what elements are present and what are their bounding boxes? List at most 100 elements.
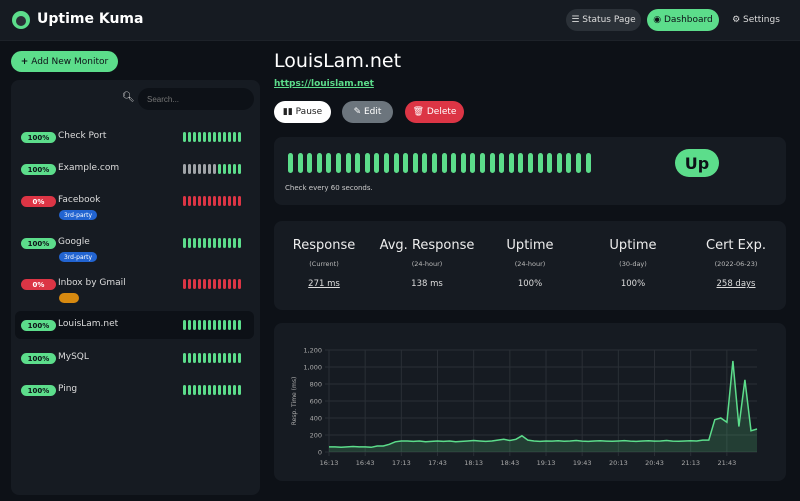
stat-title: Uptime (506, 238, 554, 253)
x-tick-label: 20:13 (609, 459, 628, 467)
uptime-badge: 100% (21, 385, 56, 396)
monitor-row[interactable]: 0% Inbox by Gmail (15, 270, 254, 312)
button-label: Edit (363, 107, 382, 117)
heartbeat-bar (238, 164, 241, 174)
stat-period: (2022-06-23) (714, 260, 758, 268)
x-tick-label: 21:13 (681, 459, 700, 467)
heartbeat-bar (233, 196, 236, 206)
stat-title: Response (292, 238, 356, 253)
monitor-list: 🔍︎ 100%Check Port100%Example.com0%Facebo… (11, 80, 260, 495)
heartbeat-bar (238, 196, 241, 206)
heartbeat-bar (451, 153, 457, 173)
heartbeat-bar (183, 353, 186, 363)
nav-settings[interactable]: ⚙ Settings (732, 15, 780, 25)
heartbeat-bar (238, 385, 241, 395)
heartbeat-bar (183, 320, 186, 330)
monitor-row[interactable]: 100% Check Port (15, 123, 254, 151)
y-tick-label: 1,000 (303, 364, 322, 372)
tag: 3rd-party (59, 252, 98, 262)
stats-card: Response (Current) 271 ms Avg. Response (24-… (274, 221, 786, 310)
heartbeat-bar (183, 385, 186, 395)
nav-status-page[interactable]: ☰ Status Page (566, 9, 641, 31)
y-axis-label: Resp. Time (ms) (291, 377, 298, 426)
heartbeat-bar (213, 132, 216, 142)
heartbeat-bar (238, 353, 241, 363)
heartbeat-card: Up Check every 60 seconds. (274, 137, 786, 205)
x-tick-label: 18:43 (500, 459, 519, 467)
heartbeat-bar (188, 320, 191, 330)
heartbeat-bar (198, 132, 201, 142)
heartbeat-bar (223, 353, 226, 363)
heartbeat-bar (297, 153, 303, 173)
heartbeat-bar (223, 132, 226, 142)
heartbeat-bar (218, 279, 221, 289)
heartbeat-bar (208, 279, 211, 289)
stat-period: (24-hour) (411, 260, 443, 268)
nav-label: Settings (743, 15, 780, 25)
monitor-row[interactable]: 100% Example.com (15, 155, 254, 183)
y-tick-label: 1,200 (303, 347, 322, 355)
heartbeat-bar (233, 353, 236, 363)
heartbeat-bar (480, 153, 485, 173)
heartbeat-bar (585, 153, 591, 173)
uptime-badge: 100% (21, 164, 56, 175)
heartbeat-bar (188, 279, 191, 289)
heartbeat-bar (208, 353, 211, 363)
heartbeat-bar (213, 320, 216, 330)
monitor-row[interactable]: 100% LouisLam.net (15, 311, 254, 339)
nav-dashboard[interactable]: ◉ Dashboard (647, 9, 719, 31)
y-tick-label: 200 (310, 432, 322, 440)
add-monitor-button[interactable]: + Add New Monitor (11, 51, 118, 72)
monitor-row[interactable]: 100% Ping (15, 376, 254, 404)
monitor-name: Example.com (58, 163, 120, 173)
heartbeat-bar (364, 153, 370, 173)
heartbeat-bar (228, 320, 231, 330)
monitor-row[interactable]: 0% Facebook 3rd-party (15, 187, 254, 229)
stat-value: 271 ms (308, 279, 340, 289)
uptime-badge: 100% (21, 353, 56, 364)
uptime-badge: 100% (21, 320, 56, 331)
heartbeat-bar (193, 279, 196, 289)
heartbeat-bar (198, 196, 201, 206)
x-tick-label: 21:43 (717, 459, 736, 467)
button-label: Pause (295, 107, 323, 117)
heartbeat-bar (213, 164, 216, 174)
heartbeat-bar (223, 164, 226, 174)
monitor-url[interactable]: https://louislam.net (274, 79, 374, 89)
heartbeat-bar (198, 320, 201, 330)
heartbeat-bar (198, 164, 201, 174)
heartbeat-bar (228, 164, 231, 174)
heartbeat-bar (566, 153, 572, 173)
pause-button[interactable]: ▮▮ Pause (274, 101, 331, 123)
heartbeat-bar (228, 132, 231, 142)
stat-value: 100% (620, 279, 646, 289)
edit-button[interactable]: ✎ Edit (342, 101, 393, 123)
stat: Uptime (30-day) 100% (583, 221, 683, 310)
search-input[interactable] (138, 88, 254, 110)
status-badge: Up (675, 149, 719, 177)
heartbeat-bar (198, 238, 201, 248)
heartbeat-bar (203, 353, 206, 363)
heartbeat-bar (223, 385, 226, 395)
nav-label: Status Page (582, 15, 636, 25)
heartbeat-bar (233, 320, 236, 330)
heartbeat-bar (203, 164, 206, 174)
heartbeat-bar (188, 164, 191, 174)
stat-title: Cert Exp. (706, 238, 766, 253)
monitor-row[interactable]: 100% MySQL (15, 344, 254, 372)
heartbeat-bar (213, 238, 216, 248)
heartbeat-bar (193, 164, 196, 174)
heartbeat-bar (213, 279, 216, 289)
heartbeat-bar (208, 385, 211, 395)
heartbeat-bar (326, 153, 332, 173)
delete-button[interactable]: 🗑︎ Delete (405, 101, 464, 123)
heartbeat-bar (518, 153, 524, 173)
heartbeat-bar (238, 320, 241, 330)
x-tick-label: 17:13 (392, 459, 411, 467)
monitor-row[interactable]: 100% Google 3rd-party (15, 229, 254, 271)
heartbeat-bar (193, 353, 196, 363)
y-tick-label: 0 (318, 449, 322, 457)
heartbeat-bar (288, 153, 293, 173)
stat-period: (30-day) (619, 260, 647, 268)
